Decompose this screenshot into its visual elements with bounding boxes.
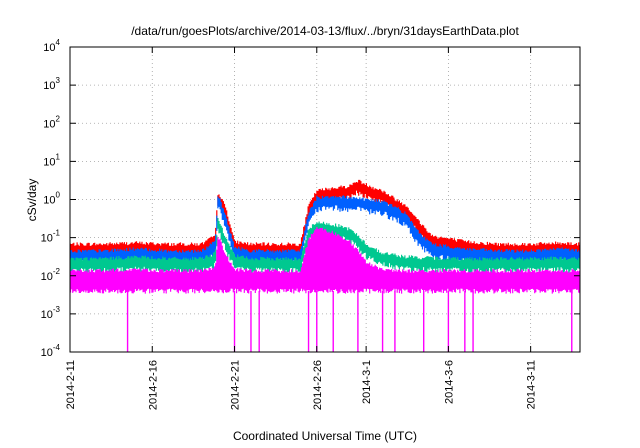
x-tick-label: 2014-3-11: [526, 360, 538, 409]
y-tick-label: 10-2: [41, 267, 61, 283]
y-tick-label: 101: [43, 152, 60, 168]
y-tick-label: 102: [43, 114, 60, 130]
y-tick-label: 104: [43, 38, 60, 54]
x-tick-labels: 2014-2-11 2014-2-16 2014-2-21 2014-2-26 2014…: [65, 360, 538, 410]
x-tick-label: 2014-2-21: [230, 360, 242, 410]
y-tick-label: 10-1: [41, 229, 61, 245]
x-tick-label: 2014-3-1: [361, 360, 373, 404]
y-tick-base: 10: [43, 42, 55, 54]
y-tick-exponent: 3: [56, 76, 61, 85]
y-tick-exponent: 1: [56, 152, 61, 161]
y-tick-label: 10-3: [41, 305, 61, 321]
x-tick-label: 2014-2-11: [65, 360, 77, 409]
y-axis-label: cSv/day: [25, 179, 39, 222]
y-tick-base: 10: [43, 118, 55, 130]
y-tick-base: 10: [41, 233, 53, 245]
x-tick-label: 2014-2-16: [147, 360, 159, 410]
y-tick-exponent: -2: [53, 267, 61, 276]
y-tick-base: 10: [43, 80, 55, 92]
y-tick-base: 10: [41, 309, 53, 321]
y-tick-exponent: 0: [56, 191, 61, 200]
y-tick-base: 10: [41, 347, 53, 359]
y-tick-exponent: -4: [53, 343, 61, 352]
y-tick-exponent: 4: [56, 38, 61, 47]
y-tick-label: 103: [43, 76, 60, 92]
series-layer: [69, 179, 581, 352]
x-axis-label: Coordinated Universal Time (UTC): [233, 429, 417, 443]
y-tick-exponent: 2: [56, 114, 61, 123]
y-tick-exponent: -3: [53, 305, 61, 314]
axis-ticks: [69, 46, 580, 353]
y-tick-label: 100: [43, 191, 60, 207]
x-tick-label: 2014-3-6: [443, 360, 455, 404]
y-tick-base: 10: [43, 156, 55, 168]
y-tick-exponent: -1: [53, 229, 61, 238]
chart-title: /data/run/goesPlots/archive/2014-03-13/f…: [131, 24, 519, 38]
y-tick-base: 10: [41, 271, 53, 283]
y-tick-base: 10: [43, 195, 55, 207]
x-tick-label: 2014-2-26: [312, 360, 324, 410]
y-tick-label: 10-4: [41, 343, 61, 359]
